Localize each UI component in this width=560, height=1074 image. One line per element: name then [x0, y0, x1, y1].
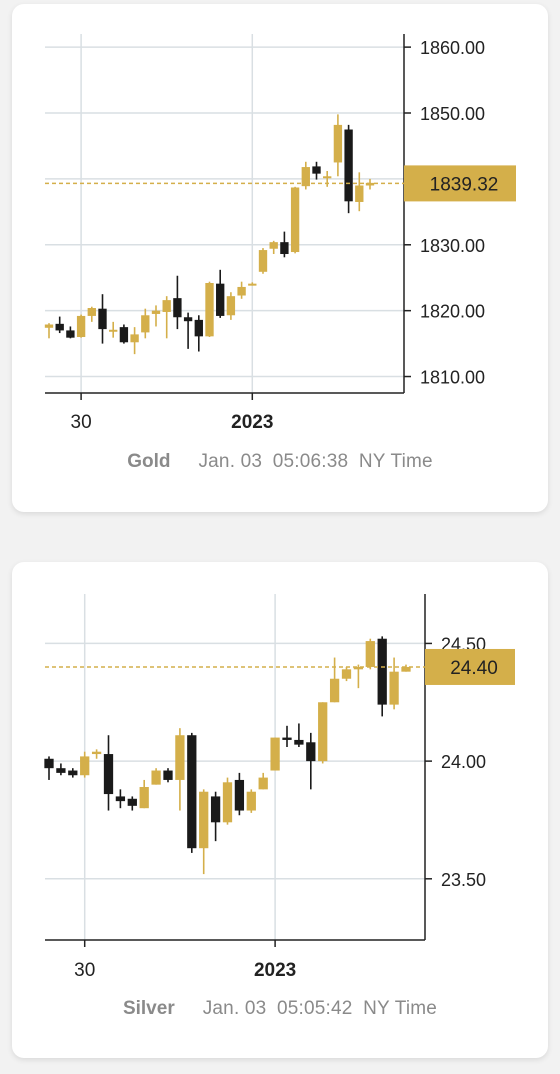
- candle-body-up: [44, 324, 54, 328]
- y-tick-label: 1860.00: [420, 38, 485, 58]
- candle-body-up: [365, 182, 375, 186]
- x-tick-label: 30: [71, 412, 92, 433]
- candle-body-up: [301, 167, 310, 187]
- x-tick-label: 2023: [254, 960, 296, 981]
- candle-body-up: [76, 315, 86, 338]
- candle-body-down: [56, 768, 66, 773]
- candle-body-up: [341, 669, 352, 679]
- candle-body-up: [226, 296, 236, 316]
- candle-body-down: [98, 308, 107, 330]
- candle-body-up: [246, 791, 256, 811]
- quote-time: 05:05:42: [277, 998, 353, 1019]
- candle-body-down: [234, 779, 245, 811]
- candle-body-up: [151, 310, 161, 314]
- gold-card[interactable]: 1810.001820.001830.001840.001850.001860.…: [12, 4, 548, 512]
- candle-body-up: [130, 334, 139, 343]
- current-price-tag: [425, 648, 515, 685]
- gold-footer: Gold Jan. 03 05:06:38 NY Time: [12, 451, 548, 473]
- candle-body-up: [401, 666, 411, 672]
- silver-footer: Silver Jan. 03 05:05:42 NY Time: [12, 998, 548, 1020]
- candle-body-up: [199, 791, 209, 849]
- candle-body-up: [270, 737, 280, 771]
- candle-body-up: [355, 185, 364, 202]
- candle-body-down: [44, 758, 54, 769]
- candle-body-down: [312, 166, 321, 174]
- candle-body-up: [175, 735, 185, 780]
- candle-body-up: [222, 782, 233, 823]
- candle-body-up: [205, 282, 214, 337]
- candle-body-down: [280, 242, 289, 255]
- candle-body-down: [173, 298, 182, 318]
- candle-body-up: [87, 308, 96, 316]
- x-tick-label: 2023: [231, 412, 273, 433]
- candle-body-up: [80, 756, 90, 776]
- silver-card[interactable]: 23.50 24.00 24.50 30 2023 24.40 Silver Jan. 03…: [12, 562, 548, 1058]
- candle-body-down: [66, 330, 75, 338]
- candle-body-down: [282, 737, 292, 740]
- candle-body-up: [109, 329, 118, 332]
- candle-body-down: [216, 283, 225, 316]
- candle-body-up: [248, 283, 257, 286]
- y-tick-label: 23.50: [441, 870, 486, 890]
- candle-body-down: [306, 742, 316, 762]
- candle-body-up: [237, 286, 246, 296]
- candle-body-down: [187, 735, 197, 849]
- candle-body-down: [210, 796, 221, 823]
- candle-body-up: [151, 770, 161, 785]
- candle-body-up: [258, 250, 268, 272]
- quote-date: Jan. 03: [198, 451, 263, 472]
- y-tick-label: 1830.00: [420, 236, 485, 256]
- asset-name[interactable]: Gold: [127, 451, 171, 472]
- candle-body-down: [127, 798, 137, 806]
- time-zone: NY Time: [363, 998, 438, 1019]
- candle-body-up: [91, 751, 102, 755]
- candle-body-down: [294, 739, 304, 745]
- current-price-label: 24.40: [450, 658, 498, 679]
- asset-name[interactable]: Silver: [122, 998, 175, 1019]
- candle-body-down: [103, 754, 114, 795]
- candle-body-up: [318, 702, 328, 762]
- y-tick-label: 1850.00: [420, 104, 485, 124]
- candle-body-up: [162, 300, 171, 312]
- current-price-tag: [404, 165, 516, 202]
- quote-time: 05:06:38: [272, 451, 349, 472]
- candle-body-up: [269, 242, 278, 249]
- candle-body-up: [353, 666, 364, 670]
- candle-body-down: [194, 319, 203, 337]
- candle-body-down: [115, 796, 126, 802]
- x-tick-label: 30: [74, 960, 95, 981]
- candle-body-up: [323, 176, 332, 179]
- y-tick-label: 1810.00: [420, 368, 485, 388]
- candle-body-down: [119, 327, 129, 343]
- quote-date: Jan. 03: [202, 998, 267, 1019]
- candle-body-up: [290, 187, 300, 253]
- y-tick-label: 1820.00: [420, 302, 485, 322]
- candle-body-up: [141, 315, 150, 333]
- candle-body-up: [389, 671, 399, 705]
- current-price-label: 1839.32: [430, 174, 499, 195]
- candle-body-up: [258, 777, 268, 790]
- candle-body-up: [365, 641, 375, 667]
- candle-body-down: [55, 323, 64, 331]
- candle-body-up: [139, 787, 149, 809]
- y-tick-label: 24.00: [441, 752, 486, 772]
- time-zone: NY Time: [358, 451, 433, 472]
- gold-chart[interactable]: 1810.001820.001830.001840.001850.001860.…: [12, 4, 548, 434]
- candle-body-down: [344, 129, 353, 202]
- candle-body-down: [68, 770, 78, 776]
- candle-body-up: [329, 678, 340, 703]
- candle-body-down: [377, 638, 387, 705]
- candle-body-down: [183, 317, 193, 322]
- candle-body-up: [333, 124, 343, 163]
- candle-body-down: [163, 770, 173, 780]
